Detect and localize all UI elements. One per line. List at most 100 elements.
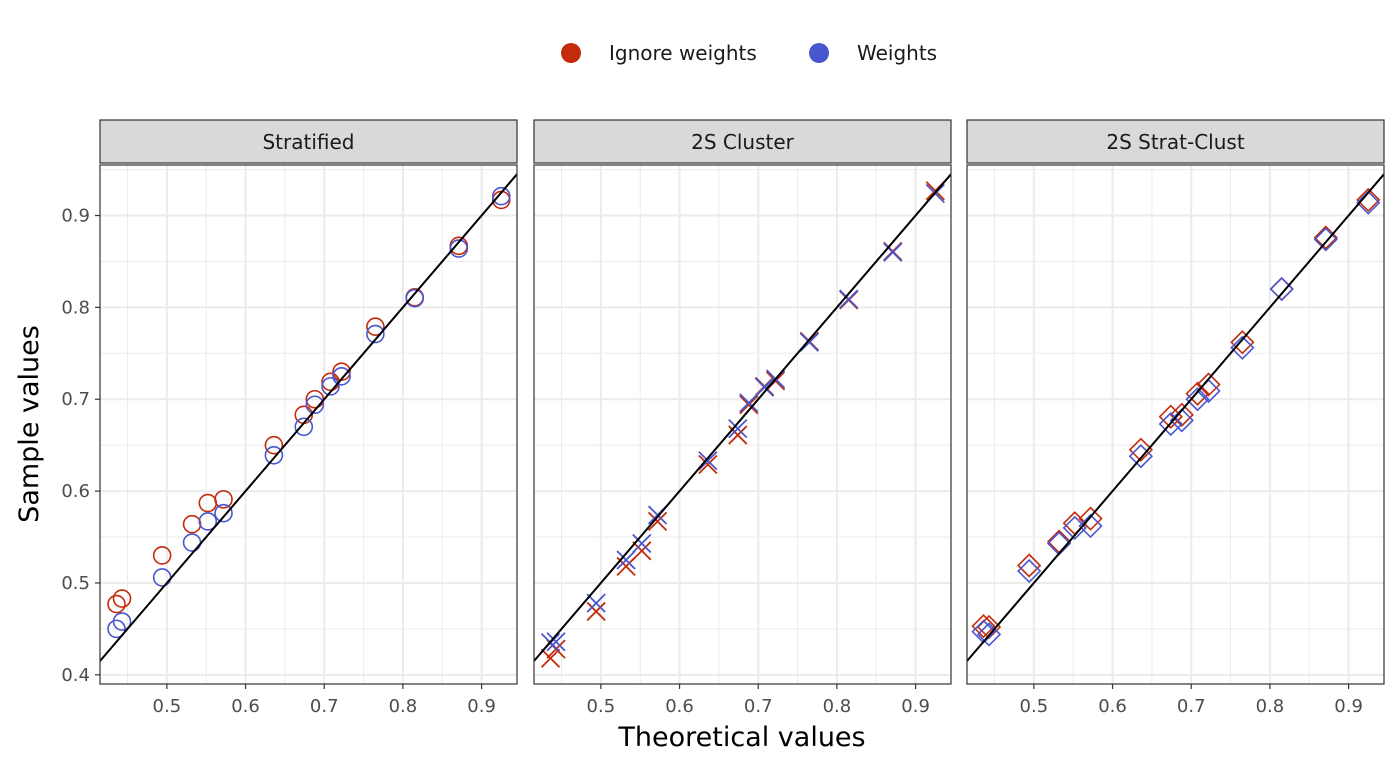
point-1-13 [449, 239, 469, 258]
point-0-1 [112, 589, 132, 608]
x-tick-label: 0.5 [1020, 696, 1049, 717]
x-tick-label: 0.9 [901, 696, 930, 717]
point-0-2 [586, 601, 606, 622]
grid [100, 165, 517, 684]
point-1-8 [305, 395, 325, 415]
panel-border [533, 164, 952, 685]
point-1-13 [883, 242, 903, 262]
x-tick-label: 0.8 [389, 696, 418, 717]
facet-label: Stratified [262, 130, 354, 154]
point-1-6 [264, 445, 284, 465]
y-tick-label: 0.7 [61, 389, 90, 410]
x-tick-label: 0.6 [231, 696, 260, 717]
point-1-10 [332, 366, 351, 386]
point-1-1 [976, 622, 1002, 647]
panel-1: 2S Cluster 0.5 0.6 0.7 0.8 0.9 [533, 119, 952, 717]
point-1-12 [405, 288, 425, 308]
point-0-0 [971, 613, 996, 639]
point-0-4 [632, 541, 652, 561]
point-0-5 [1078, 506, 1103, 531]
point-0-8 [739, 395, 759, 415]
point-1-11 [366, 324, 385, 344]
panel-border [966, 164, 1385, 685]
legend-key-1 [809, 43, 829, 63]
point-1-7 [728, 418, 748, 439]
point-1-7 [1158, 411, 1183, 437]
legend-key-0 [561, 43, 581, 63]
point-1-11 [799, 332, 820, 352]
point-1-1 [112, 612, 132, 631]
point-1-11 [1230, 335, 1255, 360]
point-1-2 [586, 593, 606, 613]
facet-strip [99, 119, 518, 164]
reference-line [100, 173, 517, 662]
x-tick-label: 0.9 [1334, 696, 1363, 717]
point-0-11 [1230, 330, 1255, 355]
facet-strip [966, 119, 1385, 164]
legend: Ignore weights Weights [561, 41, 937, 65]
point-0-5 [214, 490, 233, 509]
point-1-6 [1128, 444, 1154, 469]
y-tick-label: 0.5 [61, 573, 90, 594]
point-0-0 [540, 648, 561, 668]
point-1-4 [632, 533, 652, 554]
point-1-9 [1185, 387, 1210, 412]
y-tick-label: 0.9 [61, 206, 90, 227]
x-tick-label: 0.5 [587, 696, 616, 717]
x-tick-label: 0.9 [467, 696, 496, 717]
point-1-1 [546, 632, 566, 652]
point-0-2 [1017, 553, 1042, 578]
x-tick-label: 0.7 [1177, 696, 1206, 717]
points [971, 187, 1381, 647]
reference-line [967, 173, 1384, 662]
point-1-6 [698, 451, 718, 471]
point-0-6 [264, 435, 284, 455]
grid [967, 165, 1384, 684]
point-1-3 [616, 550, 636, 570]
point-0-11 [366, 317, 385, 336]
y-tick-label: 0.8 [61, 297, 90, 318]
point-0-10 [1196, 372, 1221, 397]
grid [534, 165, 951, 684]
x-tick-label: 0.5 [153, 696, 182, 717]
point-1-7 [294, 417, 314, 437]
point-0-6 [698, 454, 718, 475]
legend-label-0: Ignore weights [609, 41, 757, 65]
panel-0: Stratified 0.5 0.6 0.7 0.8 0.9 0.4 0.5 0.6 0.7 0.8… [61, 119, 518, 717]
point-0-14 [1356, 187, 1381, 213]
point-0-2 [152, 546, 172, 565]
point-0-5 [647, 511, 668, 532]
point-1-5 [1078, 513, 1103, 539]
point-1-14 [491, 186, 511, 206]
point-0-8 [1169, 402, 1194, 427]
point-0-0 [107, 594, 126, 614]
y-axis-title: Sample values [14, 325, 45, 523]
panel-2: 2S Strat-Clust 0.5 0.6 0.7 0.8 0.9 [966, 119, 1385, 717]
plot-background [100, 165, 517, 684]
point-1-5 [214, 503, 233, 523]
x-tick-label: 0.7 [744, 696, 773, 717]
x-tick-label: 0.7 [310, 696, 339, 717]
reference-line [534, 173, 951, 662]
point-1-13 [1313, 227, 1338, 252]
x-tick-label: 0.6 [665, 696, 694, 717]
point-1-12 [839, 289, 859, 309]
x-axis-title: Theoretical values [617, 722, 865, 753]
point-0-6 [1128, 437, 1154, 462]
facet-strip [533, 119, 952, 164]
facet-label: 2S Cluster [691, 130, 795, 154]
point-1-8 [1169, 408, 1194, 433]
point-1-2 [1017, 558, 1042, 584]
x-tick-label: 0.8 [1256, 696, 1285, 717]
point-1-9 [754, 377, 775, 397]
facet-label: 2S Strat-Clust [1106, 130, 1244, 154]
x-tick-label: 0.6 [1098, 696, 1127, 717]
legend-label-1: Weights [857, 41, 937, 65]
point-1-9 [321, 377, 340, 396]
point-1-8 [739, 393, 759, 413]
y-tick-label: 0.6 [61, 481, 90, 502]
y-tick-label: 0.4 [61, 665, 90, 686]
panel-border [99, 164, 518, 685]
